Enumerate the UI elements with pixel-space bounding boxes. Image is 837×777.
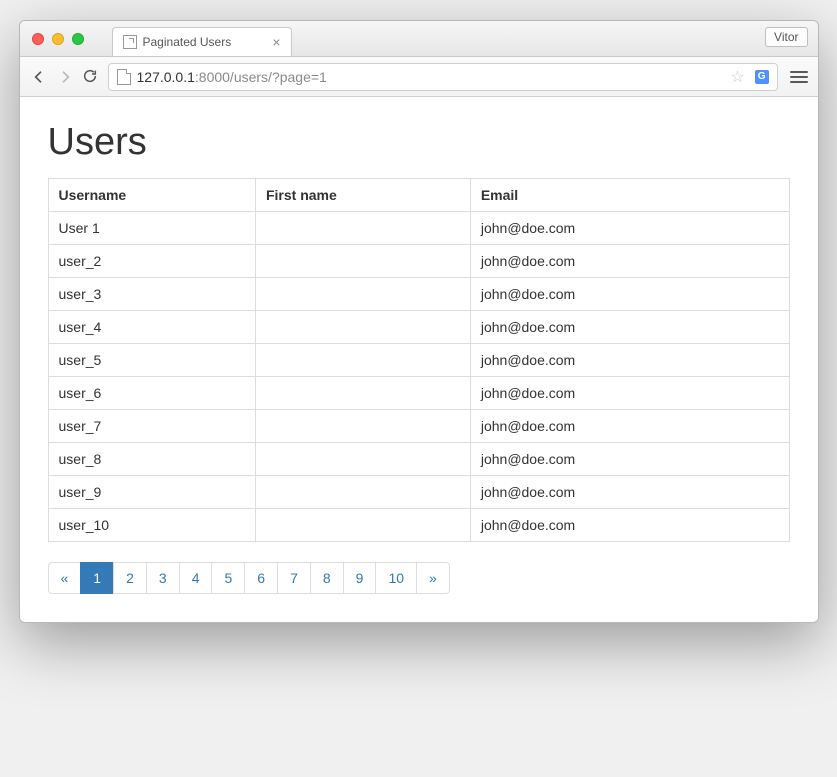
back-button[interactable]	[30, 68, 48, 86]
table-row: user_6 john@doe.com	[48, 377, 789, 410]
table-cell-email: john@doe.com	[470, 344, 789, 377]
table-row: user_2 john@doe.com	[48, 245, 789, 278]
pagination-prev[interactable]: «	[48, 562, 82, 594]
tab-title: Paginated Users	[143, 35, 232, 49]
table-cell-email: john@doe.com	[470, 377, 789, 410]
pagination-next[interactable]: »	[416, 562, 450, 594]
table-row: user_10 john@doe.com	[48, 509, 789, 542]
table-cell-email: john@doe.com	[470, 410, 789, 443]
table-row: user_9 john@doe.com	[48, 476, 789, 509]
table-cell-first-name	[255, 443, 470, 476]
browser-window: Paginated Users × Vitor 127.0.0.1:8000/u…	[19, 20, 819, 623]
pagination-page-1[interactable]: 1	[80, 562, 114, 594]
table-row: user_4 john@doe.com	[48, 311, 789, 344]
pagination-page-2[interactable]: 2	[113, 562, 147, 594]
browser-tab[interactable]: Paginated Users ×	[112, 27, 292, 56]
column-header-username: Username	[48, 179, 255, 212]
table-cell-first-name	[255, 476, 470, 509]
profile-badge[interactable]: Vitor	[765, 27, 807, 47]
table-row: user_3 john@doe.com	[48, 278, 789, 311]
table-cell-first-name	[255, 212, 470, 245]
table-row: user_8 john@doe.com	[48, 443, 789, 476]
table-row: user_5 john@doe.com	[48, 344, 789, 377]
maximize-window-button[interactable]	[72, 33, 84, 45]
pagination-page-4[interactable]: 4	[179, 562, 213, 594]
table-cell-username: user_6	[48, 377, 255, 410]
table-cell-username: User 1	[48, 212, 255, 245]
table-cell-username: user_3	[48, 278, 255, 311]
table-cell-username: user_8	[48, 443, 255, 476]
table-cell-first-name	[255, 377, 470, 410]
omnibox-actions: ☆ G	[730, 67, 768, 87]
url-host: 127.0.0.1	[137, 69, 195, 85]
pagination-page-9[interactable]: 9	[343, 562, 377, 594]
table-cell-username: user_10	[48, 509, 255, 542]
table-cell-first-name	[255, 410, 470, 443]
browser-toolbar: 127.0.0.1:8000/users/?page=1 ☆ G	[20, 57, 818, 97]
window-titlebar: Paginated Users × Vitor	[20, 21, 818, 57]
table-row: User 1 john@doe.com	[48, 212, 789, 245]
reload-button[interactable]	[82, 68, 100, 86]
table-cell-username: user_2	[48, 245, 255, 278]
table-header-row: Username First name Email	[48, 179, 789, 212]
table-cell-email: john@doe.com	[470, 476, 789, 509]
table-cell-username: user_4	[48, 311, 255, 344]
table-cell-email: john@doe.com	[470, 311, 789, 344]
minimize-window-button[interactable]	[52, 33, 64, 45]
window-controls	[20, 33, 84, 45]
users-table: Username First name Email User 1 john@doe…	[48, 178, 790, 542]
pagination-page-8[interactable]: 8	[310, 562, 344, 594]
table-cell-first-name	[255, 344, 470, 377]
table-cell-email: john@doe.com	[470, 443, 789, 476]
close-window-button[interactable]	[32, 33, 44, 45]
table-cell-email: john@doe.com	[470, 245, 789, 278]
table-row: user_7 john@doe.com	[48, 410, 789, 443]
close-tab-button[interactable]: ×	[272, 35, 280, 49]
pagination: «12345678910»	[48, 562, 790, 594]
table-cell-username: user_7	[48, 410, 255, 443]
address-bar[interactable]: 127.0.0.1:8000/users/?page=1 ☆ G	[108, 63, 778, 91]
table-cell-username: user_5	[48, 344, 255, 377]
pagination-page-5[interactable]: 5	[211, 562, 245, 594]
page-content: Users Username First name Email User 1 jo…	[20, 97, 818, 622]
pagination-page-7[interactable]: 7	[277, 562, 311, 594]
table-cell-email: john@doe.com	[470, 509, 789, 542]
url-text: 127.0.0.1:8000/users/?page=1	[137, 69, 327, 85]
table-cell-email: john@doe.com	[470, 212, 789, 245]
menu-button[interactable]	[790, 71, 808, 83]
forward-button[interactable]	[56, 68, 74, 86]
pagination-page-6[interactable]: 6	[244, 562, 278, 594]
table-cell-first-name	[255, 311, 470, 344]
pagination-page-10[interactable]: 10	[375, 562, 417, 594]
table-cell-first-name	[255, 278, 470, 311]
table-cell-first-name	[255, 245, 470, 278]
bookmark-star-icon[interactable]: ☆	[730, 67, 744, 87]
table-cell-email: john@doe.com	[470, 278, 789, 311]
pagination-page-3[interactable]: 3	[146, 562, 180, 594]
table-cell-first-name	[255, 509, 470, 542]
column-header-firstname: First name	[255, 179, 470, 212]
translate-icon[interactable]: G	[755, 70, 769, 84]
url-path: :8000/users/?page=1	[195, 69, 327, 85]
table-cell-username: user_9	[48, 476, 255, 509]
column-header-email: Email	[470, 179, 789, 212]
page-icon	[117, 69, 131, 85]
page-title: Users	[48, 121, 790, 164]
file-icon	[123, 35, 137, 49]
